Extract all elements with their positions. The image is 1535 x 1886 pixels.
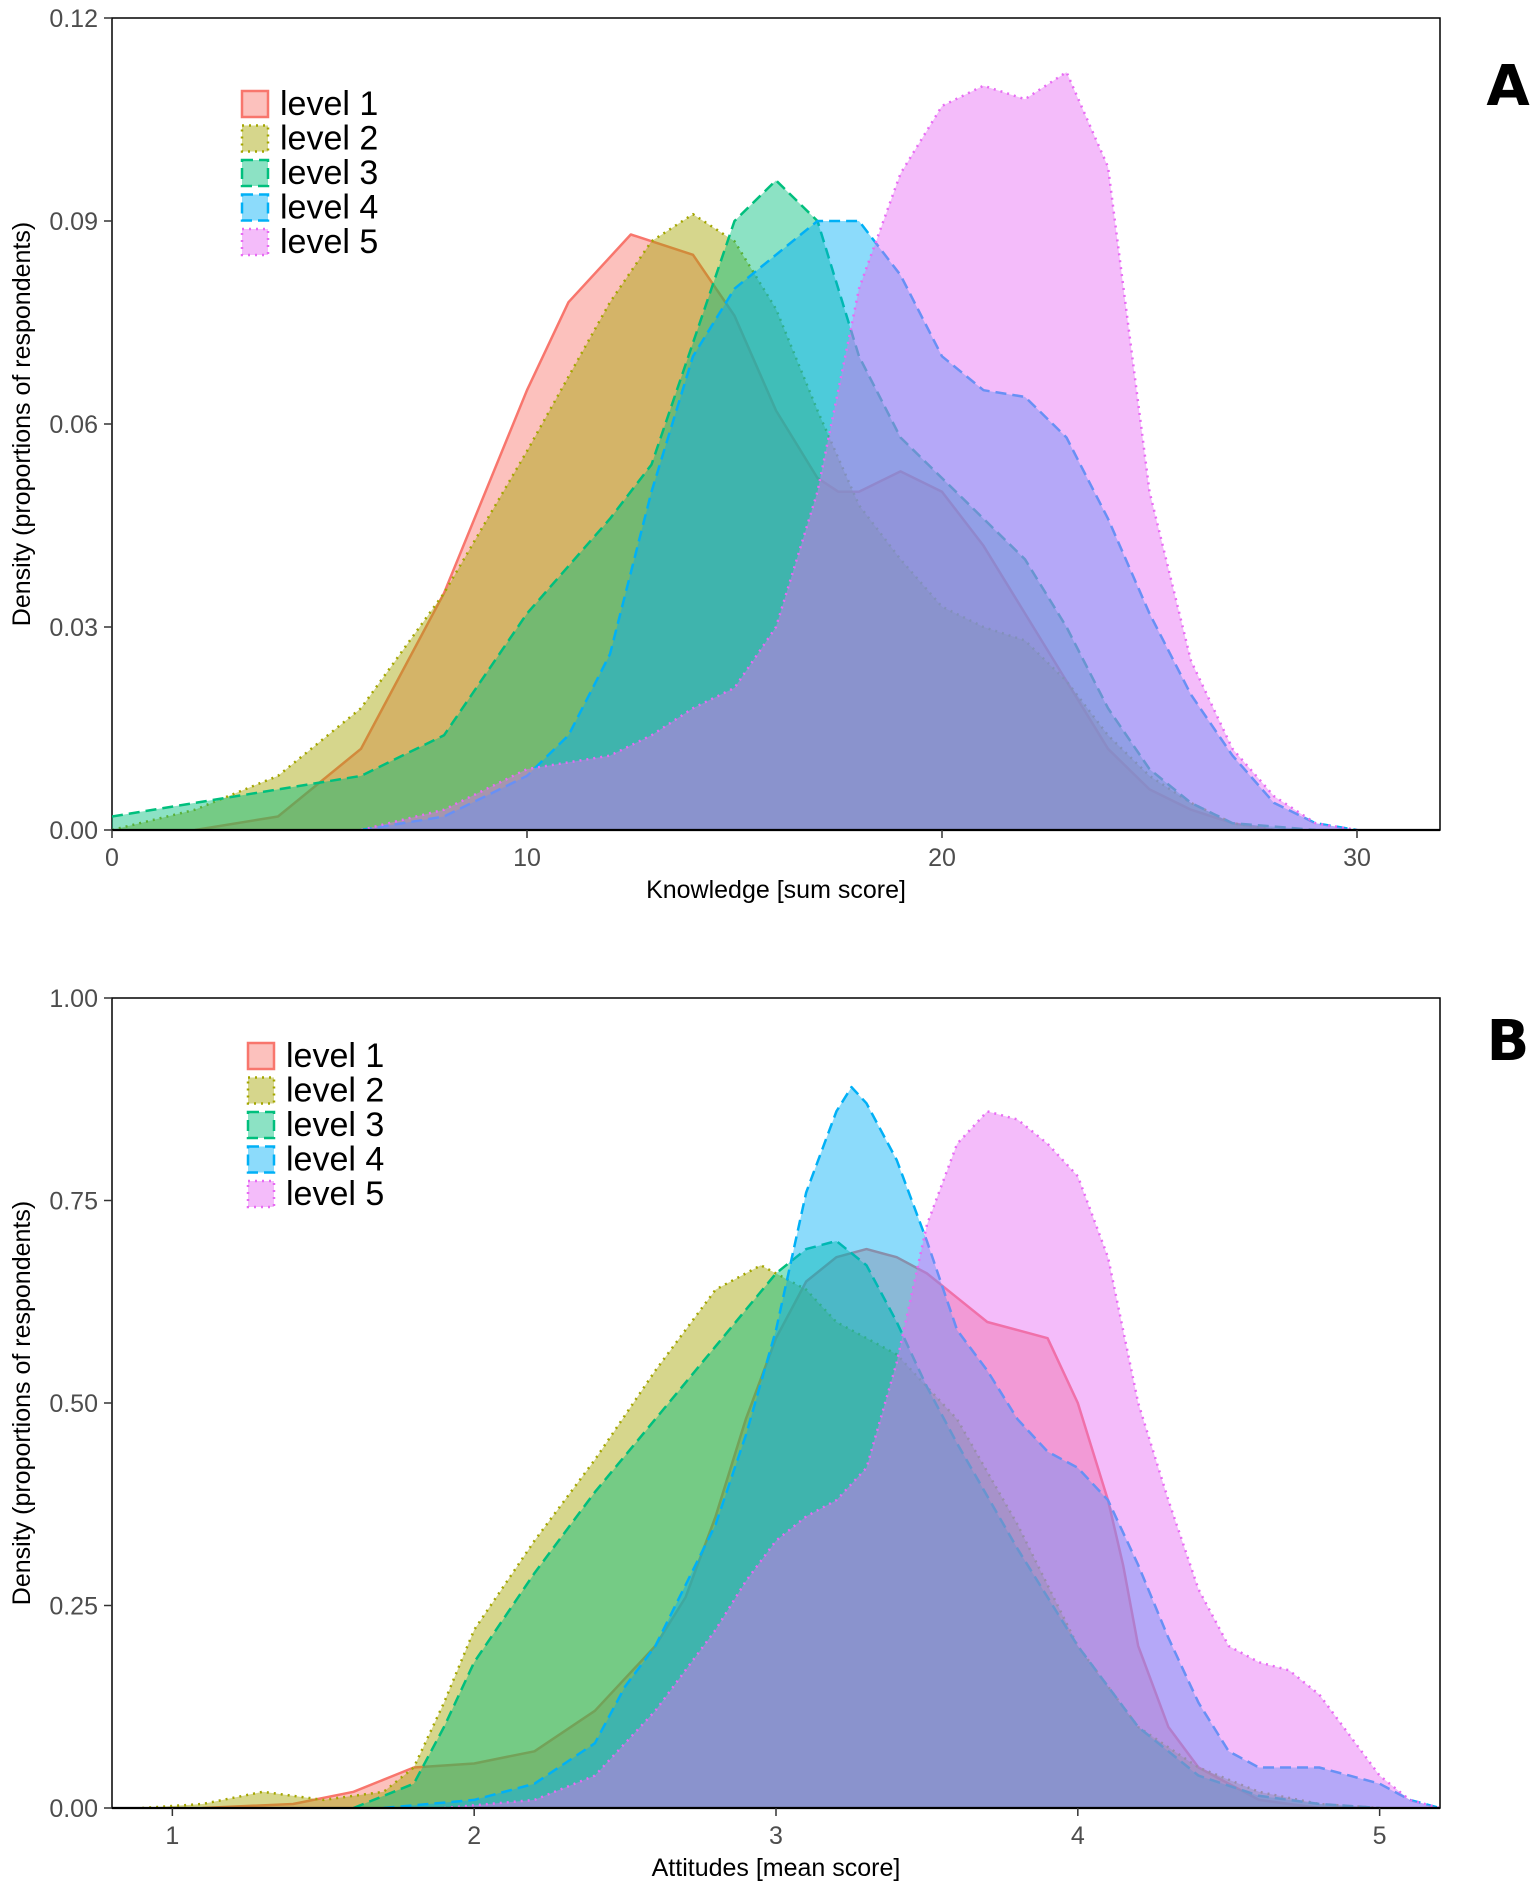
panel-a-area-level-3 xyxy=(112,180,1316,830)
panel-a-y-tick-label: 0.00 xyxy=(49,817,98,845)
panel-b-attitudes-density: 1 2 3 4 5 0.00 0.25 0.50 0.75 1.00 Attitudes [mean… xyxy=(8,985,1529,1882)
panel-a-y-tick-label: 0.09 xyxy=(49,208,98,236)
panel-b-legend-label-level-4: level 4 xyxy=(286,1141,384,1179)
panel-b-line-level-2 xyxy=(142,1264,1380,1808)
panel-b-legend-label-level-1: level 1 xyxy=(286,1037,384,1075)
panel-a-line-level-1 xyxy=(194,233,1275,830)
panel-a-legend-swatch-level-5 xyxy=(240,227,270,257)
panel-a-line-level-3 xyxy=(112,179,1316,830)
panel-a-y-axis-title: Density (proportions of respondents) xyxy=(8,222,36,626)
panel-a-legend-label-level-3: level 3 xyxy=(280,154,378,192)
panel-a-legend-label-level-5: level 5 xyxy=(280,223,378,261)
panel-b-y-axis-title: Density (proportions of respondents) xyxy=(8,1201,36,1605)
panel-b-line-level-3 xyxy=(353,1239,1380,1808)
panel-a-legend-swatch-level-1 xyxy=(240,89,270,119)
panel-a-legend-label-level-4: level 4 xyxy=(280,189,378,227)
panel-b-legend-swatch-level-1 xyxy=(246,1041,276,1071)
panel-b-line-level-1 xyxy=(202,1247,1320,1808)
panel-a-area-level-5 xyxy=(361,72,1357,830)
panel-b-label: B xyxy=(1487,1009,1530,1074)
panel-a-y-tick-label: 0.03 xyxy=(49,614,98,642)
panel-a-line-level-2 xyxy=(112,212,1275,830)
panel-b-area-level-4 xyxy=(383,1087,1440,1808)
panel-a-legend-swatch-level-2 xyxy=(240,124,270,153)
panel-b-y-tick-label: 0.75 xyxy=(49,1188,98,1216)
panel-a-x-tick-label: 10 xyxy=(513,844,541,872)
panel-b-y-tick-label: 0.50 xyxy=(49,1390,98,1418)
panel-b-x-tick-label: 1 xyxy=(165,1822,179,1850)
panel-a-y-tick-label: 0.12 xyxy=(49,5,98,33)
panel-a-plot-area xyxy=(112,70,1358,830)
panel-b-area-level-2 xyxy=(142,1265,1380,1808)
panel-a-x-tick-label: 0 xyxy=(105,844,119,872)
panel-a-area-level-1 xyxy=(195,234,1274,830)
panel-b-y-tick-label: 1.00 xyxy=(49,985,98,1013)
panel-b-area-level-1 xyxy=(202,1249,1320,1808)
panel-a-label: A xyxy=(1486,54,1530,119)
panel-b-plot-area xyxy=(142,1085,1440,1808)
panel-b-x-tick-label: 3 xyxy=(769,1822,783,1850)
panel-b-y-tick-label: 0.00 xyxy=(49,1795,98,1823)
panel-a-y-tick-label: 0.06 xyxy=(49,411,98,439)
panel-b-legend-swatch-level-4 xyxy=(246,1145,276,1174)
panel-b-x-tick-label: 5 xyxy=(1373,1822,1387,1850)
panel-b-legend-swatch-level-5 xyxy=(246,1179,276,1209)
panel-a-x-tick-label: 20 xyxy=(928,844,956,872)
panel-b-y-tick-label: 0.25 xyxy=(49,1593,98,1621)
panel-a-knowledge-density: 0 10 20 30 0.00 0.03 0.06 0.09 0.12 Knowledge [su… xyxy=(8,5,1530,904)
panel-a-legend-swatch-level-4 xyxy=(240,193,270,222)
panel-b-legend-label-level-3: level 3 xyxy=(286,1106,384,1144)
panel-b-legend-swatch-level-2 xyxy=(246,1076,276,1105)
panel-a-x-tick-label: 30 xyxy=(1343,844,1371,872)
panel-b-x-tick-label: 4 xyxy=(1071,1822,1085,1850)
panel-a-area-level-4 xyxy=(361,221,1357,830)
panel-a-line-level-4 xyxy=(360,219,1358,830)
panel-a-legend-label-level-1: level 1 xyxy=(280,85,378,123)
panel-b-legend-swatch-level-3 xyxy=(246,1110,276,1140)
panel-b-area-level-3 xyxy=(353,1241,1380,1808)
panel-b-x-tick-label: 2 xyxy=(467,1822,481,1850)
panel-a-legend-swatch-level-3 xyxy=(240,158,270,188)
panel-a-area-level-2 xyxy=(112,214,1274,830)
panel-b-line-level-4 xyxy=(383,1085,1440,1808)
panel-b-legend-label-level-2: level 2 xyxy=(286,1072,384,1110)
panel-b-area-level-5 xyxy=(444,1111,1440,1808)
panel-a-legend-label-level-2: level 2 xyxy=(280,120,378,158)
panel-b-line-level-5 xyxy=(443,1110,1440,1808)
panel-a-x-axis-title: Knowledge [sum score] xyxy=(646,876,906,904)
panel-b-legend-label-level-5: level 5 xyxy=(286,1175,384,1213)
panel-b-x-axis-title: Attitudes [mean score] xyxy=(652,1854,901,1882)
